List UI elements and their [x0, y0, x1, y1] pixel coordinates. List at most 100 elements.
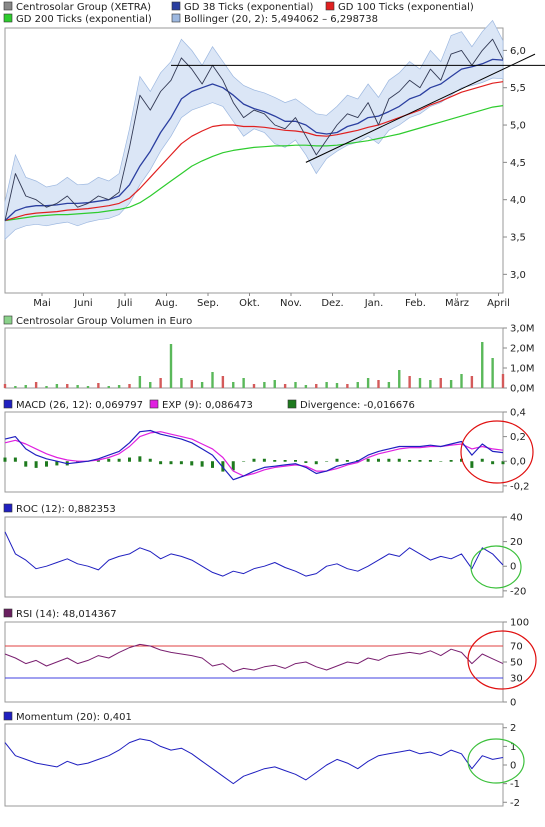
divergence-bar: [179, 461, 183, 465]
volume-bar: [252, 384, 256, 388]
volume-bar: [283, 384, 287, 388]
divergence-bar: [314, 461, 318, 465]
5-tick-label: 1: [510, 742, 516, 753]
legend-momentum-swatch: [3, 711, 13, 721]
volume-bar: [387, 382, 391, 388]
divergence-bar: [294, 460, 297, 462]
volume-bar: [34, 382, 38, 388]
divergence-bar: [283, 460, 287, 462]
volume-bar: [149, 382, 152, 388]
1-tick-label: 0,0M: [510, 384, 535, 395]
legend-divergence-label: Divergence: -0,016676: [300, 400, 415, 411]
month-label: Okt.: [239, 298, 260, 309]
volume-bar: [169, 344, 173, 388]
2-tick-label: 0,0: [510, 457, 526, 468]
volume-bar: [439, 378, 442, 388]
divergence-bar: [460, 458, 463, 462]
month-label: April: [487, 298, 510, 309]
macd-panel-frame: [4, 411, 504, 493]
volume-bar: [128, 384, 131, 388]
divergence-bar: [418, 460, 422, 462]
price-line: [4, 38, 504, 221]
roc-panel-frame: [4, 516, 504, 598]
divergence-bar: [242, 461, 246, 462]
4-tick-label: 0: [510, 698, 516, 709]
volume-panel-frame: [4, 327, 504, 389]
divergence-bar: [428, 460, 432, 462]
price-y-tick-label: 6,0: [510, 46, 526, 57]
2-tick-label: 0,4: [510, 408, 526, 419]
rsi-ref-70-label: 70: [510, 642, 523, 653]
month-label: Juli: [117, 298, 133, 309]
5-tick-label: 0: [510, 761, 516, 772]
divergence-bar: [480, 458, 484, 462]
divergence-bar: [501, 461, 505, 465]
1-tick-label: 2,0M: [510, 344, 535, 355]
legend-bollinger-swatch: [171, 13, 181, 23]
divergence-bar: [335, 458, 339, 462]
divergence-bar: [470, 461, 474, 468]
5-tick-label: -2: [510, 798, 520, 809]
legend-macd-swatch: [3, 399, 13, 409]
volume-bar: [429, 380, 432, 388]
divergence-bar: [117, 458, 121, 462]
divergence-bar: [138, 456, 142, 462]
divergence-bar: [24, 461, 28, 467]
legend-gd38-swatch: [171, 1, 181, 11]
month-label: Aug.: [155, 298, 178, 309]
volume-bar: [66, 384, 69, 388]
legend-volume-label: Centrosolar Group Volumen in Euro: [16, 316, 192, 327]
5-tick-label: -1: [510, 779, 520, 790]
price-y-tick-label: 5,5: [510, 83, 526, 94]
gd200-line: [4, 105, 504, 222]
volume-bar: [449, 380, 453, 388]
legend-exp-swatch: [149, 399, 159, 409]
volume-bar: [55, 384, 59, 388]
divergence-bar: [252, 458, 256, 462]
momentum-panel-frame: [4, 723, 504, 807]
divergence-bar: [345, 460, 349, 462]
legend-roc-swatch: [3, 503, 13, 513]
volume-bar: [325, 382, 328, 388]
month-label: Juni: [73, 298, 92, 309]
volume-bar: [117, 385, 121, 388]
month-label: Dez.: [321, 298, 343, 309]
month-label: Mai: [33, 298, 51, 309]
volume-bar: [211, 372, 214, 388]
volume-bar: [377, 380, 380, 388]
divergence-bar: [273, 460, 277, 462]
price-y-tick-label: 3,0: [510, 270, 526, 281]
volume-bar: [190, 380, 193, 388]
2-tick-label: 0,2: [510, 432, 526, 443]
volume-bar: [107, 386, 110, 388]
divergence-bar: [408, 460, 412, 462]
3-tick-label: 0: [510, 562, 516, 573]
divergence-bar: [128, 457, 131, 462]
volume-bar: [232, 382, 235, 388]
rsi-ref-30-label: 30: [510, 674, 523, 685]
volume-bar: [45, 386, 48, 388]
legend-price-swatch: [3, 1, 13, 11]
divergence-bar: [221, 461, 225, 472]
divergence-bar: [449, 460, 453, 462]
volume-bar: [335, 383, 339, 388]
volume-bar: [501, 374, 505, 388]
volume-bar: [138, 376, 142, 388]
divergence-bar: [325, 461, 329, 462]
volume-bar: [159, 378, 162, 388]
volume-bar: [221, 376, 225, 388]
divergence-bar: [231, 461, 235, 471]
volume-bar: [14, 386, 17, 388]
divergence-bar: [211, 461, 214, 468]
volume-bar: [356, 382, 359, 388]
price-y-tick-label: 4,5: [510, 158, 526, 169]
divergence-bar: [159, 461, 163, 465]
legend-price-label: Centrosolar Group (XETRA): [16, 2, 151, 13]
4-tick-label: 50: [510, 658, 523, 669]
volume-bar: [200, 382, 204, 388]
legend-gd100-label: GD 100 Ticks (exponential): [338, 2, 474, 13]
3-tick-label: 40: [510, 513, 523, 524]
volume-bar: [481, 342, 484, 388]
divergence-bar: [34, 461, 38, 468]
